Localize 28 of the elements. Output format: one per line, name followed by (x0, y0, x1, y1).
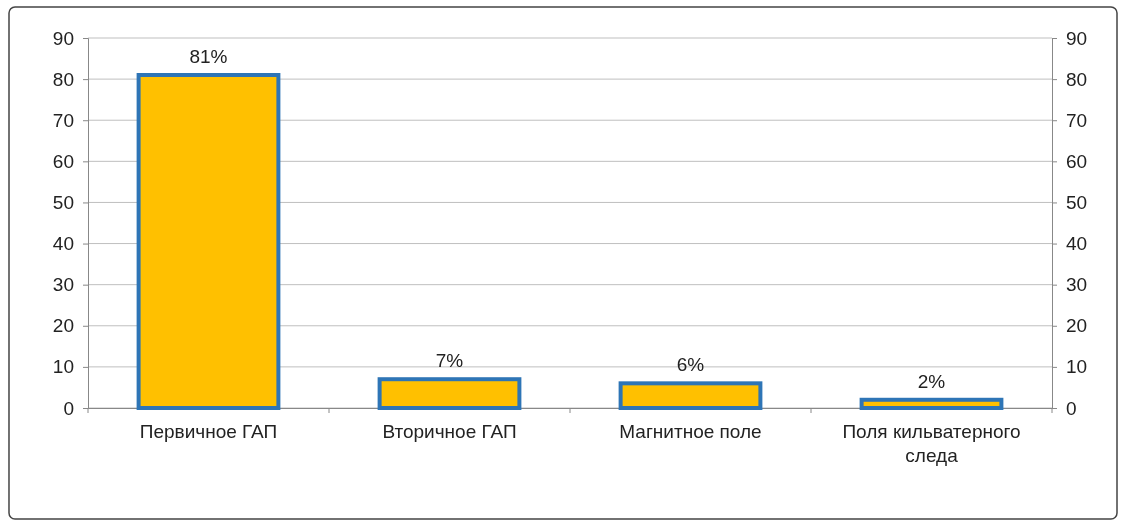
y-tick-label: 10 (52, 356, 74, 378)
y2-tick-label: 50 (1066, 192, 1088, 214)
x-tick-label: Магнитное поле (619, 420, 762, 442)
data-label: 81% (189, 46, 228, 67)
y-tick-label: 80 (52, 68, 74, 90)
y2-tick-label: 80 (1066, 68, 1088, 90)
y-tick-label: 30 (52, 274, 74, 296)
y2-tick-label: 20 (1066, 315, 1088, 337)
y-tick-label: 70 (52, 109, 74, 131)
x-tick-label: Первичное ГАП (139, 420, 278, 442)
x-tick-label: Вторичное ГАП (382, 420, 517, 442)
y2-tick-label: 90 (1066, 27, 1088, 49)
y2-tick-label: 0 (1066, 397, 1077, 419)
y-tick-label: 40 (52, 233, 74, 255)
data-label: 6% (676, 354, 705, 376)
y2-tick-label: 30 (1066, 274, 1088, 296)
y2-tick-label: 60 (1066, 150, 1088, 172)
y-tick-label: 50 (52, 192, 74, 214)
y-tick-label: 60 (52, 150, 74, 172)
y-tick-label: 20 (52, 315, 74, 337)
y2-tick-label: 10 (1066, 356, 1088, 378)
data-label: 2% (917, 370, 946, 392)
data-label: 7% (435, 350, 464, 372)
x-tick-label: Поля кильватерного следа (842, 420, 1021, 467)
y-tick-label: 0 (63, 397, 74, 419)
y-tick-label: 90 (52, 27, 74, 49)
y2-tick-label: 70 (1066, 109, 1088, 131)
y2-tick-label: 40 (1066, 233, 1088, 255)
